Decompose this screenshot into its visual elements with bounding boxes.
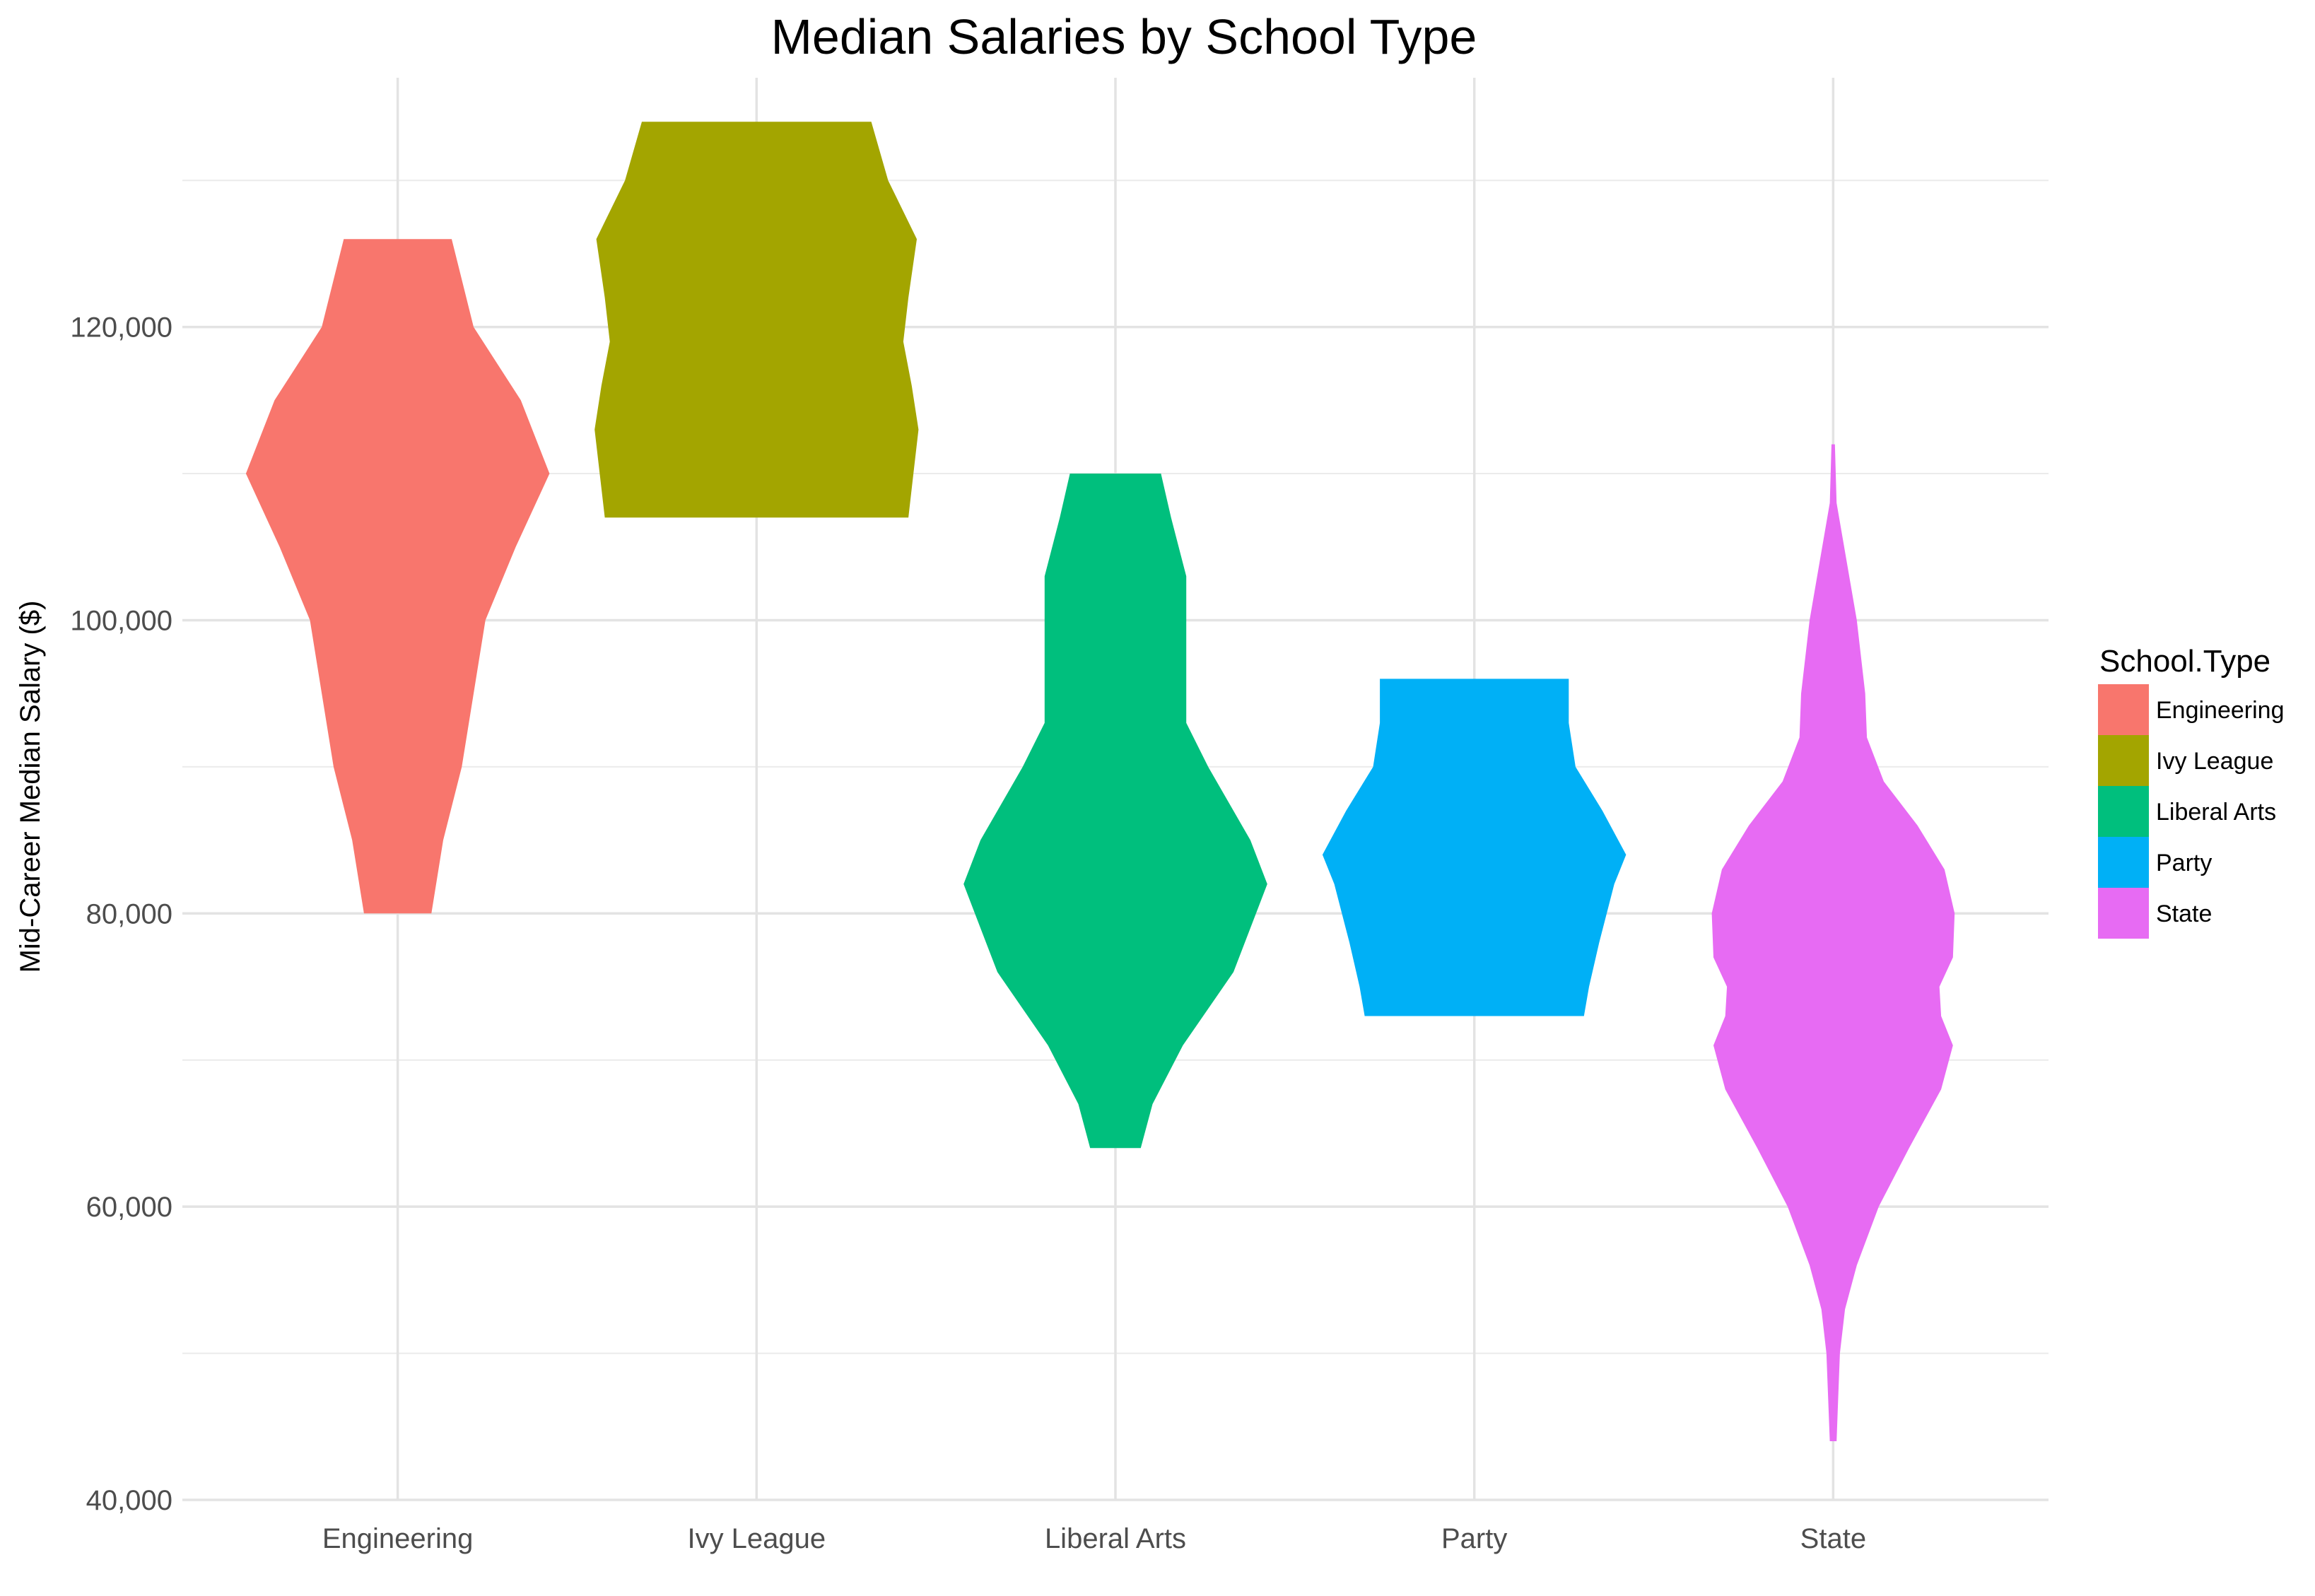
violin-state (1711, 444, 1955, 1441)
violins (245, 122, 1955, 1441)
legend-key (2098, 786, 2149, 837)
violin-liberal-arts (963, 474, 1267, 1149)
y-tick-label: 120,000 (70, 312, 172, 344)
y-tick-label: 60,000 (86, 1192, 172, 1223)
legend-label: Engineering (2156, 697, 2284, 724)
legend-label: State (2156, 900, 2212, 927)
y-tick-label: 40,000 (86, 1485, 172, 1516)
chart-title: Median Salaries by School Type (771, 9, 1477, 64)
violin-party (1322, 679, 1627, 1016)
y-tick-label: 100,000 (70, 605, 172, 636)
legend-label: Party (2156, 850, 2212, 876)
legend-key (2098, 684, 2149, 735)
x-tick-label: Party (1441, 1523, 1507, 1554)
legend: School.Type Engineering Ivy League Liberal… (2098, 644, 2284, 939)
violin-engineering (245, 239, 550, 914)
legend-title: School.Type (2099, 644, 2270, 679)
violin-ivy-league (594, 122, 919, 518)
y-tick-label: 80,000 (86, 898, 172, 929)
x-tick-label: State (1800, 1523, 1866, 1554)
legend-label: Ivy League (2156, 748, 2273, 775)
y-axis: 40,000 60,000 80,000 100,000 120,000 (70, 312, 172, 1516)
x-axis: Engineering Ivy League Liberal Arts Party St… (322, 1523, 1866, 1554)
x-tick-label: Engineering (322, 1523, 474, 1554)
legend-label: Liberal Arts (2156, 799, 2276, 826)
legend-key (2098, 888, 2149, 939)
x-tick-label: Ivy League (687, 1523, 826, 1554)
y-axis-title: Mid-Career Median Salary ($) (15, 601, 46, 973)
x-tick-label: Liberal Arts (1045, 1523, 1186, 1554)
legend-key (2098, 735, 2149, 786)
legend-key (2098, 837, 2149, 888)
